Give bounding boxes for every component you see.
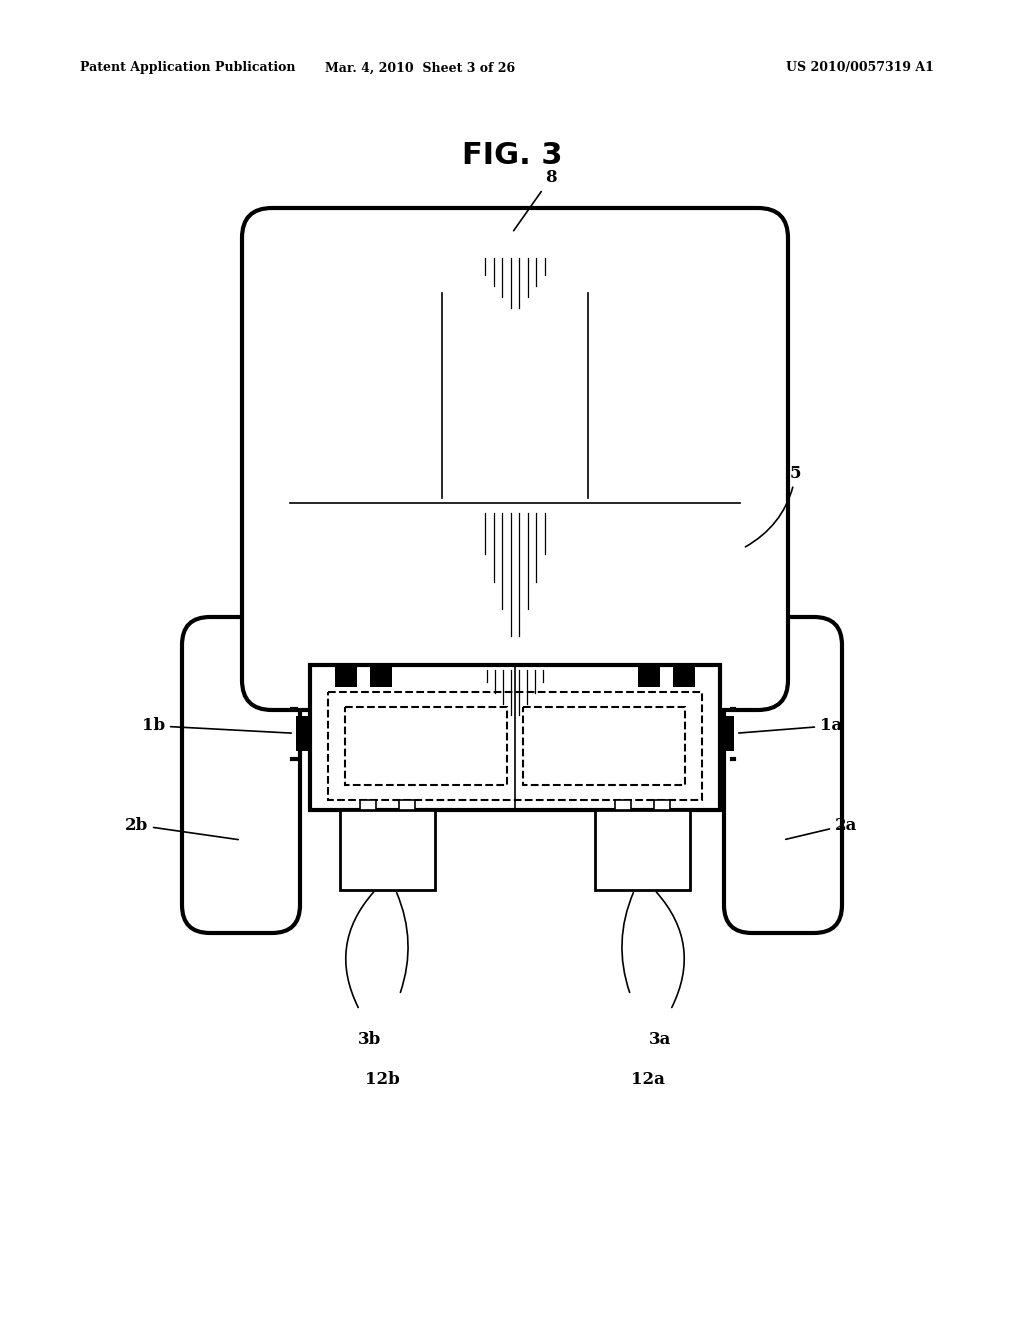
Bar bbox=[654, 800, 670, 810]
Bar bbox=[360, 800, 376, 810]
Bar bbox=[523, 708, 685, 785]
Text: 2a: 2a bbox=[785, 817, 857, 840]
Bar bbox=[399, 800, 415, 810]
Bar bbox=[310, 665, 720, 810]
FancyBboxPatch shape bbox=[182, 616, 300, 933]
Bar bbox=[673, 665, 695, 686]
Bar bbox=[345, 708, 507, 785]
Text: 2b: 2b bbox=[125, 817, 239, 840]
Text: 8: 8 bbox=[514, 169, 557, 231]
Text: 5: 5 bbox=[745, 465, 802, 546]
Text: 1b: 1b bbox=[142, 717, 291, 734]
Text: 1a: 1a bbox=[738, 717, 843, 734]
Bar bbox=[638, 665, 660, 686]
Text: 12b: 12b bbox=[366, 1072, 400, 1089]
Bar bbox=[370, 665, 392, 686]
Bar bbox=[296, 715, 312, 751]
Text: FIG. 3: FIG. 3 bbox=[462, 140, 562, 169]
FancyBboxPatch shape bbox=[724, 616, 842, 933]
Text: Patent Application Publication: Patent Application Publication bbox=[80, 62, 296, 74]
Text: Mar. 4, 2010  Sheet 3 of 26: Mar. 4, 2010 Sheet 3 of 26 bbox=[325, 62, 515, 74]
Bar bbox=[595, 810, 690, 890]
Bar bbox=[340, 810, 435, 890]
Bar bbox=[335, 665, 357, 686]
Bar bbox=[718, 715, 734, 751]
Text: 3b: 3b bbox=[357, 1031, 381, 1048]
Bar bbox=[328, 692, 702, 800]
FancyBboxPatch shape bbox=[242, 209, 788, 710]
Text: 3a: 3a bbox=[649, 1031, 672, 1048]
Text: 12a: 12a bbox=[631, 1072, 665, 1089]
Text: US 2010/0057319 A1: US 2010/0057319 A1 bbox=[786, 62, 934, 74]
Bar bbox=[615, 800, 631, 810]
